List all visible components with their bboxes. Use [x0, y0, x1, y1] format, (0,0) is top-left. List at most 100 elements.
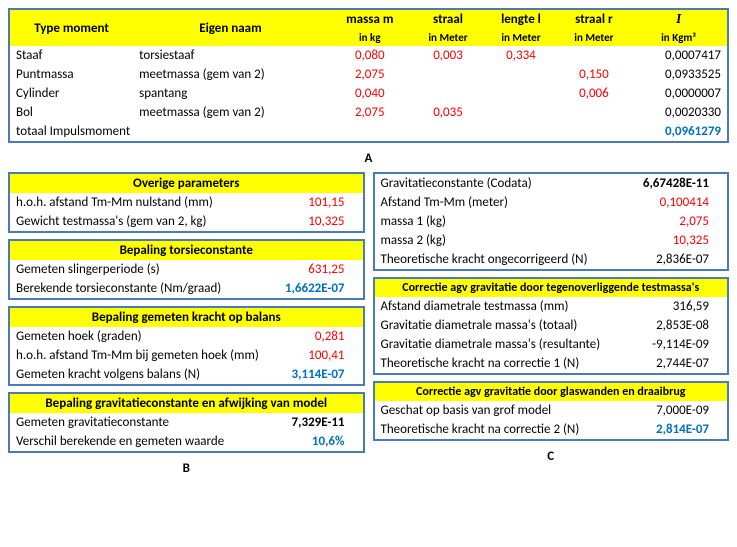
- kv-value: -9,114E-09: [636, 335, 728, 354]
- kv-value: 2,744E-07: [636, 354, 728, 374]
- total-value: 0,0961279: [630, 122, 728, 142]
- row-I: 0,0933525: [630, 65, 728, 84]
- row-m: 0,080: [328, 46, 412, 65]
- kv-label: Gravitatie diametrale massa's (totaal): [374, 316, 636, 335]
- row-naam: meetmassa (gem van 2): [133, 65, 328, 84]
- kv-value: 10,325: [283, 212, 363, 232]
- kv-value: 101,15: [283, 193, 363, 212]
- kv-label: massa 1 (kg): [374, 212, 625, 231]
- hdr-m: massa m: [328, 9, 412, 29]
- box-corr2: Correctie agv gravitatie door glaswanden…: [373, 381, 730, 441]
- hdr-l-u: in Meter: [484, 29, 557, 46]
- kv-label: Gemeten kracht volgens balans (N): [9, 365, 281, 385]
- box-overige: Overige parameters h.o.h. afstand Tm-Mm …: [8, 172, 365, 233]
- kv-value: 10,6%: [271, 432, 363, 452]
- hdr-I: I: [630, 9, 728, 29]
- kv-label: Theoretische kracht na correctie 1 (N): [374, 354, 636, 374]
- kv-value: 2,814E-07: [633, 420, 728, 440]
- kv-label: Gemeten slingerperiode (s): [9, 260, 265, 279]
- row-r: 0,006: [558, 84, 631, 103]
- hdr-m-u: in kg: [328, 29, 412, 46]
- box-codata: Gravitatieconstante (Codata)6,67428E-11A…: [373, 172, 730, 271]
- kv-label: Theoretische kracht na correctie 2 (N): [374, 420, 633, 440]
- kv-label: Afstand Tm-Mm (meter): [374, 193, 625, 212]
- box-corr1-title: Correctie agv gravitatie door tegenoverl…: [374, 278, 729, 297]
- row-I: 0,0000007: [630, 84, 728, 103]
- kv-label: Afstand diametrale testmassa (mm): [374, 297, 636, 316]
- box-grav-title: Bepaling gravitatieconstante en afwijkin…: [9, 393, 364, 413]
- kv-label: Geschat op basis van grof model: [374, 401, 633, 420]
- row-type: Bol: [9, 103, 133, 122]
- row-r: [558, 103, 631, 122]
- kv-value: 2,836E-07: [624, 250, 728, 270]
- hdr-r: straal r: [558, 9, 631, 29]
- row-r: 0,150: [558, 65, 631, 84]
- row-straal: [412, 65, 485, 84]
- row-naam: spantang: [133, 84, 328, 103]
- box-overige-title: Overige parameters: [9, 173, 364, 193]
- kv-value: 0,100414: [624, 193, 728, 212]
- kv-label: Berekende torsieconstante (Nm/graad): [9, 279, 265, 299]
- kv-label: Gemeten gravitatieconstante: [9, 413, 271, 432]
- kv-label: Gewicht testmassa's (gem van 2, kg): [9, 212, 283, 232]
- kv-label: Gemeten hoek (graden): [9, 327, 281, 346]
- box-corr1: Correctie agv gravitatie door tegenoverl…: [373, 277, 730, 375]
- row-m: 2,075: [328, 65, 412, 84]
- kv-label: h.o.h. afstand Tm-Mm bij gemeten hoek (m…: [9, 346, 281, 365]
- kv-value: 2,075: [624, 212, 728, 231]
- hdr-straal-u: in Meter: [412, 29, 485, 46]
- row-straal: 0,003: [412, 46, 485, 65]
- box-corr2-title: Correctie agv gravitatie door glaswanden…: [374, 382, 729, 401]
- total-label: totaal Impulsmoment: [9, 122, 630, 142]
- kv-value: 316,59: [636, 297, 728, 316]
- kv-label: Gravitatieconstante (Codata): [374, 173, 625, 193]
- kv-value: 1,6622E-07: [265, 279, 364, 299]
- column-c: Gravitatieconstante (Codata)6,67428E-11A…: [373, 172, 730, 482]
- row-l: [484, 84, 557, 103]
- moments-table: Type moment Eigen naam massa m straal le…: [8, 8, 729, 143]
- row-r: [558, 46, 631, 65]
- kv-label: massa 2 (kg): [374, 231, 625, 250]
- kv-value: 6,67428E-11: [624, 173, 728, 193]
- hdr-l: lengte l: [484, 9, 557, 29]
- kv-value: 7,000E-09: [633, 401, 728, 420]
- kv-label: h.o.h. afstand Tm-Mm nulstand (mm): [9, 193, 283, 212]
- row-naam: meetmassa (gem van 2): [133, 103, 328, 122]
- box-torsie-title: Bepaling torsieconstante: [9, 240, 364, 260]
- kv-value: 631,25: [265, 260, 364, 279]
- hdr-straal: straal: [412, 9, 485, 29]
- row-straal: [412, 84, 485, 103]
- row-type: Puntmassa: [9, 65, 133, 84]
- kv-value: 3,114E-07: [281, 365, 364, 385]
- box-kracht: Bepaling gemeten kracht op balans Gemete…: [8, 306, 365, 386]
- column-b: Overige parameters h.o.h. afstand Tm-Mm …: [8, 172, 365, 482]
- section-label-a: A: [8, 149, 729, 172]
- section-label-c: C: [373, 447, 730, 470]
- row-straal: 0,035: [412, 103, 485, 122]
- kv-value: 10,325: [624, 231, 728, 250]
- box-torsie: Bepaling torsieconstante Gemeten slinger…: [8, 239, 365, 300]
- row-naam: torsiestaaf: [133, 46, 328, 65]
- row-type: Cylinder: [9, 84, 133, 103]
- kv-value: 2,853E-08: [636, 316, 728, 335]
- row-m: 2,075: [328, 103, 412, 122]
- row-I: 0,0007417: [630, 46, 728, 65]
- hdr-naam: Eigen naam: [133, 9, 328, 46]
- hdr-type: Type moment: [9, 9, 133, 46]
- kv-value: 0,281: [281, 327, 364, 346]
- row-l: [484, 65, 557, 84]
- kv-value: 7,329E-11: [271, 413, 363, 432]
- row-I: 0,0020330: [630, 103, 728, 122]
- kv-label: Gravitatie diametrale massa's (resultant…: [374, 335, 636, 354]
- box-grav: Bepaling gravitatieconstante en afwijkin…: [8, 392, 365, 453]
- kv-label: Theoretische kracht ongecorrigeerd (N): [374, 250, 625, 270]
- row-m: 0,040: [328, 84, 412, 103]
- kv-label: Verschil berekende en gemeten waarde: [9, 432, 271, 452]
- row-l: 0,334: [484, 46, 557, 65]
- row-type: Staaf: [9, 46, 133, 65]
- kv-value: 100,41: [281, 346, 364, 365]
- section-label-b: B: [8, 459, 365, 482]
- box-kracht-title: Bepaling gemeten kracht op balans: [9, 307, 364, 327]
- hdr-r-u: in Meter: [558, 29, 631, 46]
- hdr-I-u: in Kgm²: [630, 29, 728, 46]
